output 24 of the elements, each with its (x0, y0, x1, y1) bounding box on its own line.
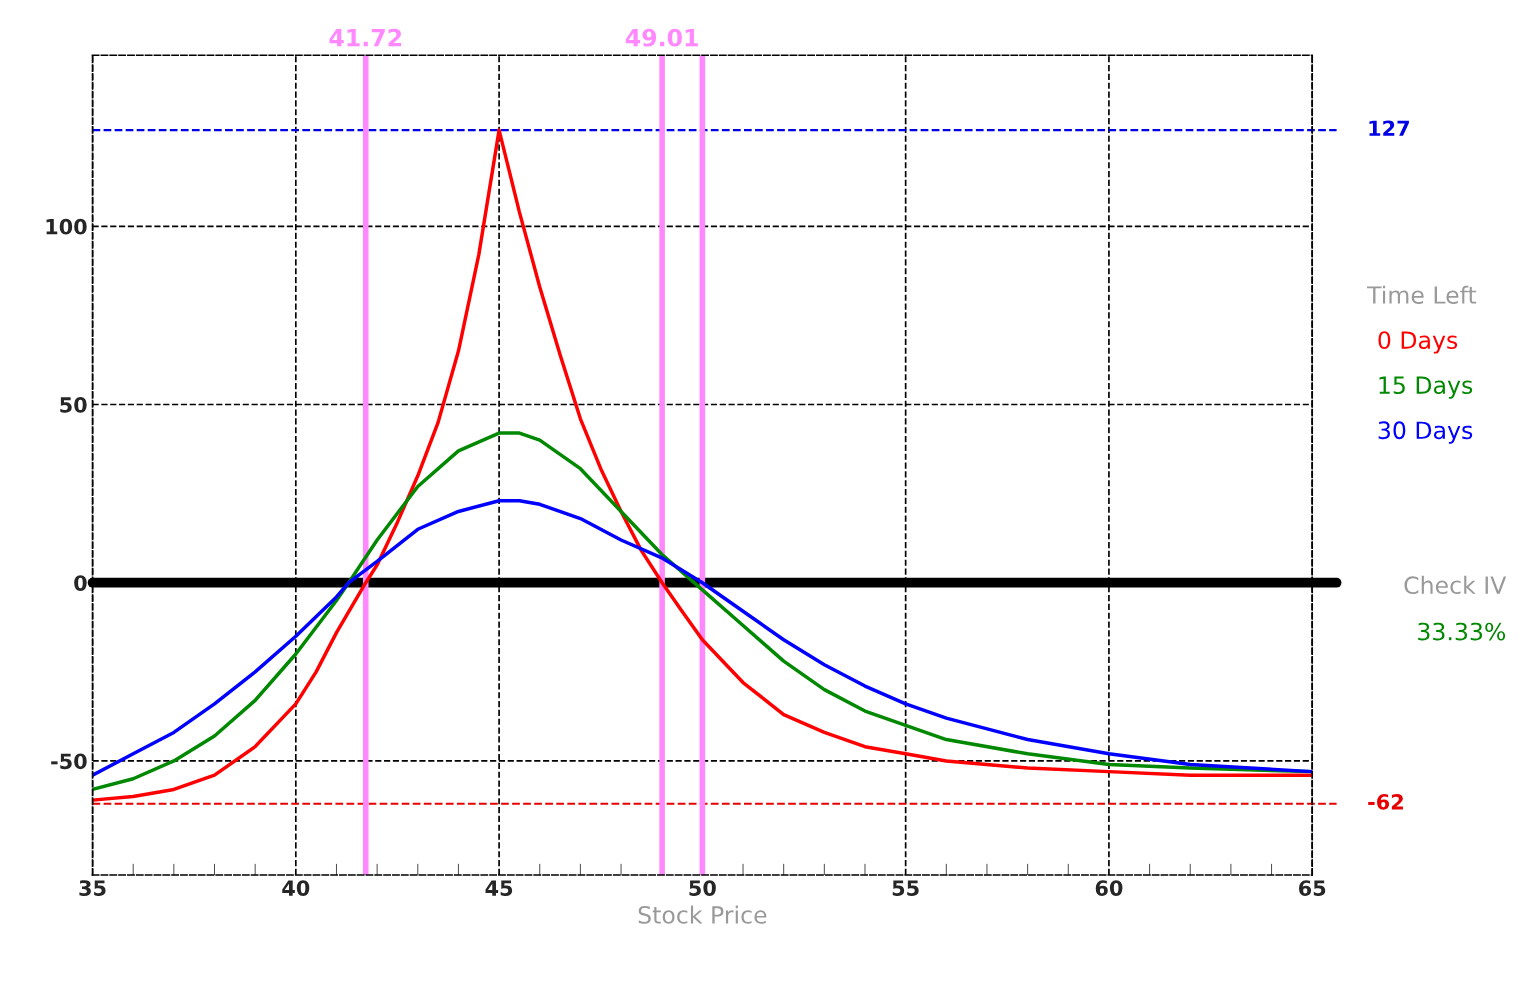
x-tick-label: 50 (689, 880, 716, 896)
x-tick-label: 45 (485, 880, 513, 896)
y-tick-label: 50 (60, 396, 87, 413)
x-tick-label: 35 (79, 880, 106, 896)
x-tick-label: 65 (1299, 880, 1326, 896)
x-tick-label: 40 (282, 880, 310, 896)
y-tick-label: -50 (51, 753, 87, 770)
ref-line-label: 49.01 (625, 28, 698, 47)
y-tick-label: 0 (74, 575, 87, 591)
ref-line-label: 41.72 (329, 28, 402, 47)
text: 15 Days (1379, 376, 1473, 399)
x-axis-title: Stock Price (638, 905, 767, 924)
text: 30 Days (1378, 421, 1473, 444)
x-tick-label: 60 (1095, 880, 1123, 896)
line-series (92, 499, 1313, 777)
line-series (92, 128, 1313, 802)
ref-line-label: 127 (1369, 120, 1409, 136)
y-tick-label: 100 (46, 218, 87, 235)
legend-title: Time Left (1367, 285, 1477, 304)
x-tick-label: 55 (892, 880, 919, 896)
text: 0 Days (1378, 331, 1458, 354)
text: Check IV (1404, 575, 1507, 595)
text: 33.33% (1418, 622, 1506, 641)
ref-line-label: -62 (1368, 793, 1403, 810)
